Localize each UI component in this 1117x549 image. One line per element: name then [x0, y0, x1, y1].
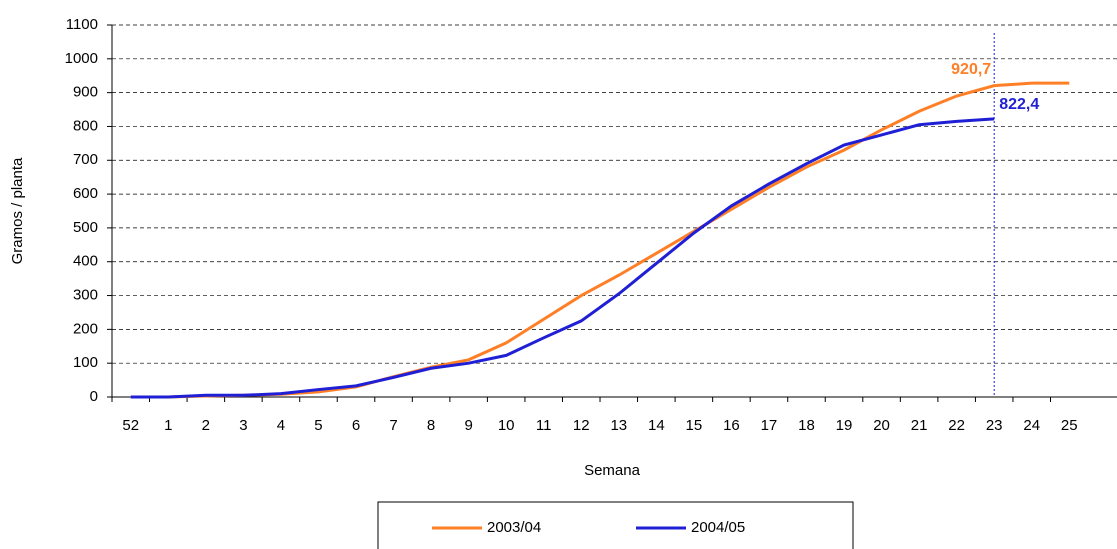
- y-tick-label: 600: [73, 185, 98, 202]
- y-tick-label: 500: [73, 219, 98, 236]
- x-tick-label: 17: [761, 417, 778, 434]
- x-tick-label: 16: [723, 417, 740, 434]
- x-tick-label: 15: [686, 417, 703, 434]
- x-tick-label: 3: [239, 417, 247, 434]
- x-tick-label: 5: [314, 417, 322, 434]
- x-tick-label: 24: [1023, 417, 1040, 434]
- y-tick-label: 200: [73, 320, 98, 337]
- x-tick-label: 4: [277, 417, 285, 434]
- data-label: 920,7: [951, 61, 991, 78]
- y-tick-label: 900: [73, 84, 98, 101]
- series-line: [130, 81, 1070, 399]
- x-tick-label: 22: [948, 417, 965, 434]
- x-tick-label: 10: [498, 417, 515, 434]
- x-tick-label: 52: [122, 417, 139, 434]
- data-label: 822,4: [999, 96, 1039, 113]
- y-tick-label: 1100: [66, 16, 98, 33]
- y-axis-label: Gramos / planta: [9, 157, 26, 264]
- x-tick-label: 6: [352, 417, 360, 434]
- x-tick-label: 23: [986, 417, 1003, 434]
- y-tick-label: 800: [73, 117, 98, 134]
- x-tick-label: 9: [464, 417, 472, 434]
- x-tick-label: 20: [873, 417, 890, 434]
- x-tick-label: 2: [202, 417, 210, 434]
- x-tick-label: 8: [427, 417, 435, 434]
- x-tick-label: 18: [798, 417, 815, 434]
- y-tick-label: 300: [73, 287, 98, 304]
- y-tick-label: 700: [73, 151, 98, 168]
- x-tick-label: 11: [536, 417, 552, 434]
- x-tick-label: 21: [911, 417, 928, 434]
- x-axis-label: Semana: [584, 462, 641, 479]
- legend-label: 2004/05: [691, 519, 745, 536]
- legend-label: 2003/04: [487, 519, 541, 536]
- y-tick-label: 1000: [65, 50, 98, 67]
- x-tick-label: 13: [610, 417, 627, 434]
- legend-box: [377, 501, 854, 549]
- x-tick-label: 12: [573, 417, 590, 434]
- x-tick-label: 19: [836, 417, 853, 434]
- x-tick-label: 1: [164, 417, 172, 434]
- y-tick-label: 400: [73, 253, 98, 270]
- x-tick-label: 14: [648, 417, 665, 434]
- x-tick-label: 25: [1061, 417, 1078, 434]
- y-tick-label: 100: [73, 354, 98, 371]
- y-tick-label: 0: [90, 388, 98, 405]
- x-tick-label: 7: [389, 417, 397, 434]
- series-line: [130, 117, 995, 399]
